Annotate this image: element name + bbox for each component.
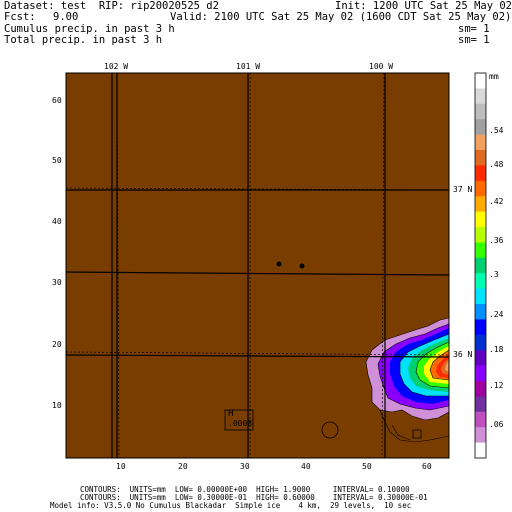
city-dot [276, 261, 282, 267]
y-tick-label: 10 [52, 401, 62, 410]
colorbar-swatch [475, 196, 486, 212]
colorbar-swatch [475, 427, 486, 443]
high-marker-letter: H [228, 409, 234, 419]
lat-label: 37 N [453, 185, 473, 194]
high-marker-value: .0008 [228, 419, 253, 428]
colorbar-swatch [475, 365, 486, 382]
colorbar-label: .3 [489, 270, 499, 279]
x-tick-label: 20 [178, 462, 188, 471]
colorbar-swatch [475, 150, 486, 166]
x-tick-label: 60 [422, 462, 432, 471]
contour-circle [321, 421, 339, 439]
colorbar-swatch [475, 288, 486, 305]
colorbar-swatch [475, 88, 486, 105]
colorbar [474, 72, 487, 459]
map-frame [65, 72, 450, 459]
colorbar-swatch [475, 273, 486, 289]
colorbar-swatch [475, 381, 486, 397]
footer-contours-1: CONTOURS: UNITS=mm LOW= 0.00000E+00 HIGH… [80, 485, 410, 494]
colorbar-swatch [475, 350, 486, 366]
y-tick-label: 50 [52, 156, 62, 165]
colorbar-swatch [475, 304, 486, 320]
colorbar-swatch [475, 334, 486, 351]
colorbar-swatch [475, 396, 486, 413]
colorbar-label: .48 [489, 160, 504, 169]
colorbar-swatch [475, 242, 486, 259]
valid-line: Valid: 2100 UTC Sat 25 May 02 (1600 CDT … [170, 11, 512, 23]
fcst-label: Fcst: [4, 11, 36, 23]
init-line: Init: 1200 UTC Sat 25 May 02 [335, 0, 512, 12]
y-tick-label: 60 [52, 96, 62, 105]
boundaries [65, 73, 450, 458]
high-marker-box [224, 409, 254, 431]
colorbar-swatch [475, 180, 486, 197]
colorbar-swatch [475, 134, 486, 151]
x-tick-label: 10 [116, 462, 126, 471]
y-tick-label: 30 [52, 278, 62, 287]
x-tick-label: 50 [362, 462, 372, 471]
footer-model-info: Model info: V3.5.0 No Cumulus Blackadar … [50, 501, 412, 510]
colorbar-swatch [475, 103, 486, 120]
colorbar-unit: mm [489, 72, 499, 81]
x-tick-label: 30 [240, 462, 250, 471]
y-tick-label: 40 [52, 217, 62, 226]
colorbar-frame [474, 72, 487, 459]
field2-label: Total precip. in past 3 h [4, 34, 163, 46]
colorbar-swatch [475, 73, 486, 89]
city-dot [299, 263, 305, 269]
lat-label: 36 N [453, 350, 473, 359]
colorbar-swatch [475, 165, 486, 182]
colorbar-label: .18 [489, 345, 504, 354]
colorbar-label: .42 [489, 197, 504, 206]
colorbar-label: .54 [489, 126, 504, 135]
colorbar-swatch [475, 257, 486, 274]
colorbar-swatch [475, 319, 486, 336]
colorbar-label: .36 [489, 236, 504, 245]
colorbar-swatch [475, 227, 486, 243]
colorbar-swatch [475, 119, 486, 135]
lon-label: 101 W [236, 62, 261, 71]
contour-box [412, 429, 422, 439]
field1-smoothing: sm= 1 [458, 23, 490, 35]
graticule [65, 72, 450, 459]
footer-contours-2: CONTOURS: UNITS=mm LOW= 0.30000E-01 HIGH… [80, 493, 428, 502]
lon-label: 102 W [104, 62, 129, 71]
precip-contours [365, 317, 450, 443]
colorbar-swatch [475, 442, 486, 459]
x-tick-label: 40 [301, 462, 311, 471]
lon-label: 100 W [369, 62, 394, 71]
field1-label: Cumulus precip. in past 3 h [4, 23, 175, 35]
colorbar-label: .24 [489, 310, 504, 319]
colorbar-swatch [475, 411, 486, 428]
colorbar-label: .12 [489, 381, 504, 390]
colorbar-label: .06 [489, 420, 504, 429]
y-tick-label: 20 [52, 340, 62, 349]
dataset-line: Dataset: test RIP: rip20020525 d2 [4, 0, 219, 12]
fcst-value: 9.00 [53, 11, 79, 23]
field2-smoothing: sm= 1 [458, 34, 490, 46]
colorbar-swatch [475, 211, 486, 228]
